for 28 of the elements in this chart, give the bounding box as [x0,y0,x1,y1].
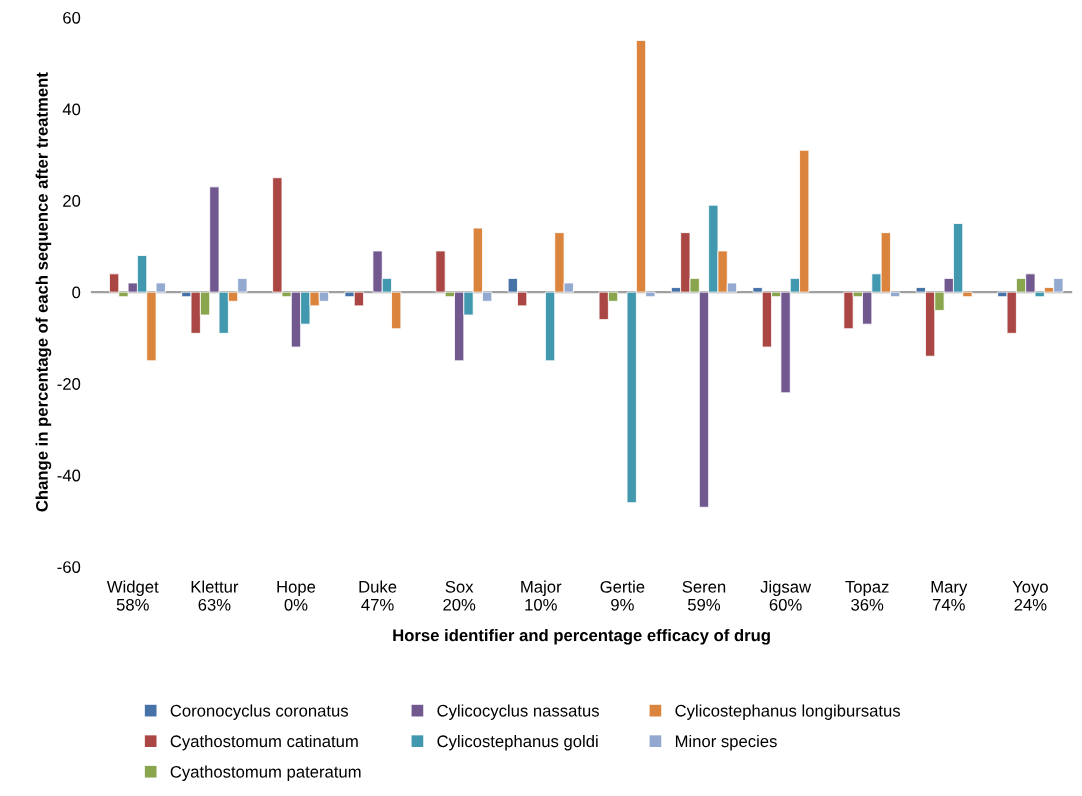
y-tick-label: 20 [63,194,81,207]
legend-label: Coronocyclus coronatus [170,704,349,720]
legend-label: Cyathostomum catinatum [170,734,358,751]
y-tick-label: 0 [72,286,81,299]
x-tick-label: Klettur 63% [191,580,239,611]
y-axis-title: Change in percentage of each sequence after treatment [35,72,52,512]
y-tick-label: 60 [63,11,81,24]
y-tick-label: -40 [57,469,81,482]
x-tick-label: Major 10% [521,580,562,611]
legend-label: Cylicocyclus nassatus [437,704,599,720]
x-tick-label: Yoyo 24% [1012,581,1048,611]
x-tick-label: Seren 59% [682,580,726,611]
legend-label: Cylicostephanus longibursatus [675,704,901,720]
x-tick-label: Hope 0% [277,581,316,611]
x-tick-label: Widget 58% [106,580,159,611]
y-tick-label: 40 [62,103,81,116]
x-tick-label: Jigsaw 60% [760,580,812,611]
x-tick-label: Gertie 9% [600,580,645,611]
x-tick-label: Mary 74% [931,581,968,611]
x-tick-label: Sox 20% [443,580,476,611]
legend-label: Minor species [675,734,777,751]
x-axis-title: Horse identifier and percentage efficacy of drug [393,629,770,645]
x-tick-label: Topaz 36% [845,581,889,611]
x-tick-label: Duke 47% [359,580,397,611]
legend-label: Cylicostephanus goldi [437,734,598,751]
y-tick-label: -20 [57,378,81,390]
y-tick-label: -60 [57,561,81,573]
legend-label: Cyathostomum pateratum [170,765,361,781]
